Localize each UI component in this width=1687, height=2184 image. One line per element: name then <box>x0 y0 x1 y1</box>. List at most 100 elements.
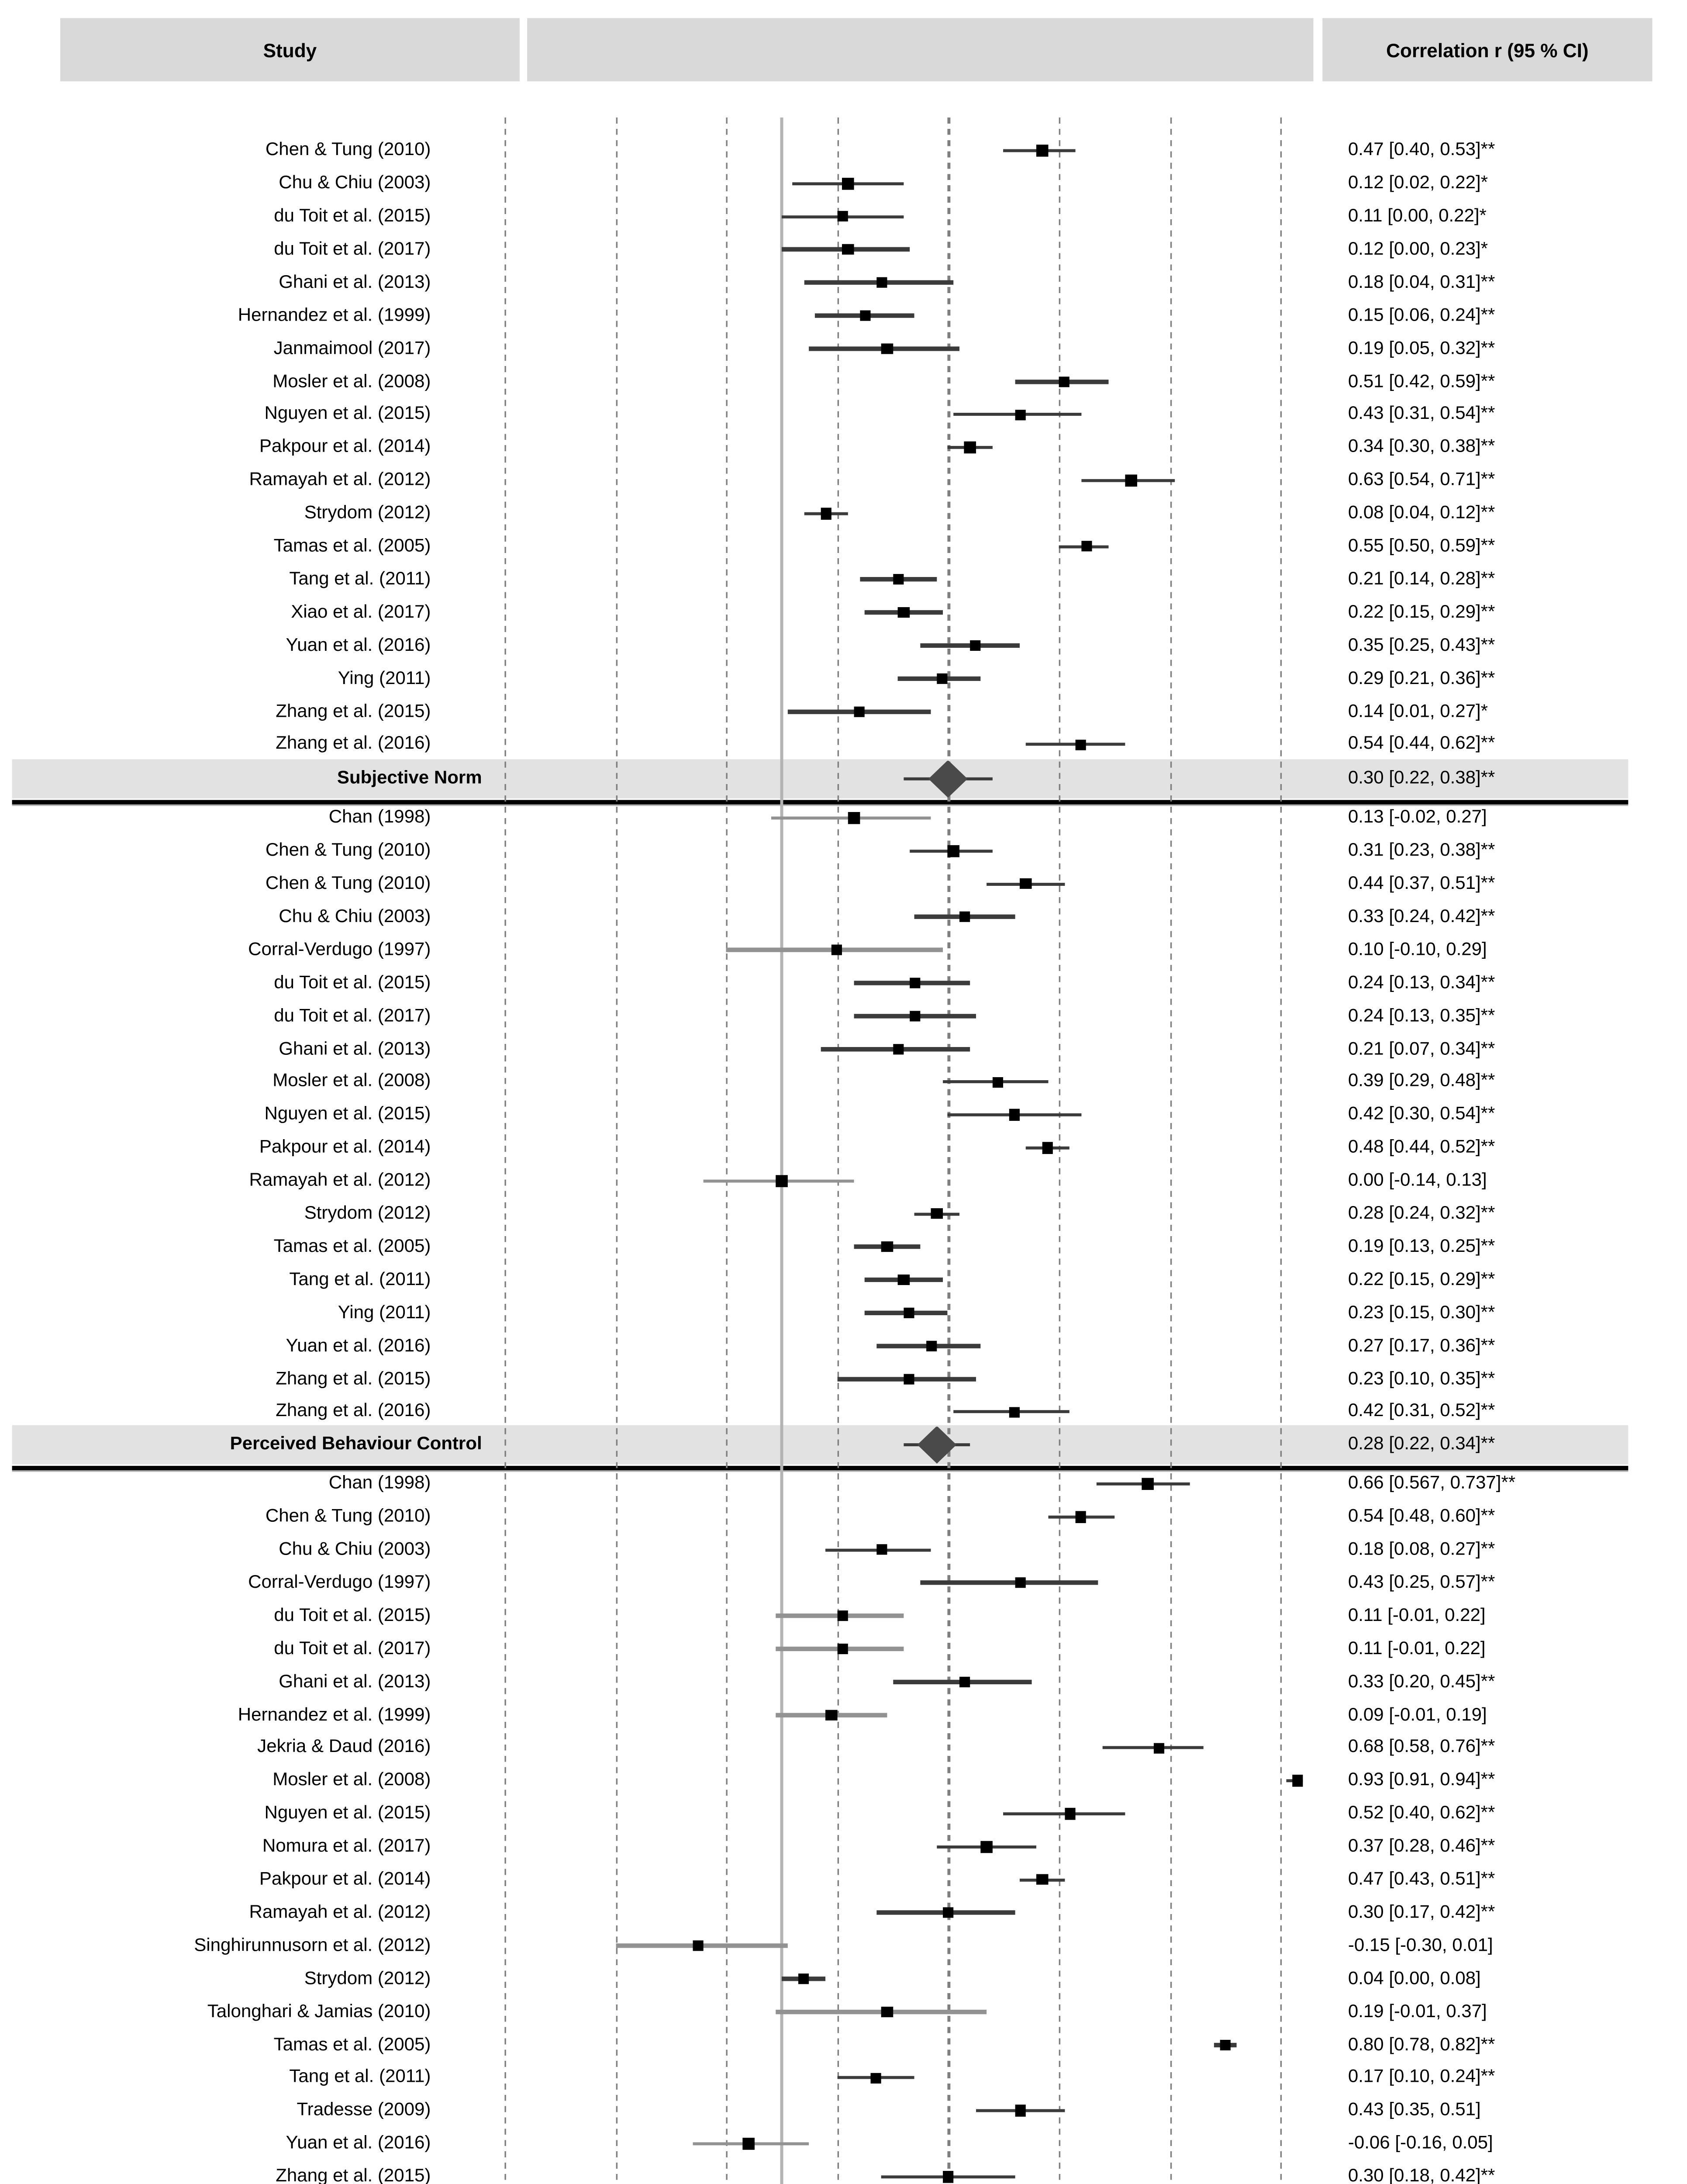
study-label: Zhang et al. (2015) <box>276 700 431 721</box>
study-label: du Toit et al. (2017) <box>274 1637 431 1659</box>
point-estimate-square <box>970 640 981 651</box>
section-divider <box>12 800 1628 805</box>
value-label: 0.43 [0.35, 0.51] <box>1348 2099 1481 2120</box>
point-estimate-square <box>881 343 893 354</box>
point-estimate-square <box>848 812 859 824</box>
value-label: 0.12 [0.00, 0.23]* <box>1348 238 1488 259</box>
point-estimate-square <box>904 1373 915 1385</box>
value-label: 0.17 [0.10, 0.24]** <box>1348 2066 1495 2087</box>
value-label: 0.52 [0.40, 0.62]** <box>1348 1802 1495 1823</box>
value-label: 0.47 [0.43, 0.51]** <box>1348 1868 1495 1890</box>
value-label: 0.28 [0.24, 0.32]** <box>1348 1202 1495 1223</box>
section-divider <box>12 1465 1628 1471</box>
point-estimate-square <box>909 977 921 989</box>
study-label: Ramayah et al. (2012) <box>249 1901 431 1922</box>
dashed-gridline <box>504 117 507 2184</box>
value-label: 0.54 [0.48, 0.60]** <box>1348 1505 1495 1527</box>
value-label: 0.11 [0.00, 0.22]* <box>1348 205 1487 226</box>
dashed-gridline <box>837 117 839 2184</box>
point-estimate-square <box>1219 2039 1231 2051</box>
point-estimate-square <box>743 2138 754 2149</box>
value-label: 0.35 [0.25, 0.43]** <box>1348 633 1495 655</box>
value-label: 0.23 [0.10, 0.35]** <box>1348 1367 1495 1389</box>
study-label: Hernandez et al. (1999) <box>238 1703 431 1724</box>
point-estimate-square <box>1036 145 1048 156</box>
dashed-gridline <box>726 117 728 2184</box>
value-label: 0.47 [0.40, 0.53]** <box>1348 138 1495 160</box>
point-estimate-square <box>1020 878 1032 890</box>
study-label: Mosler et al. (2008) <box>273 1070 431 1092</box>
study-label: Corral-Verdugo (1997) <box>248 938 431 960</box>
study-column-header-label: Study <box>263 38 317 61</box>
point-estimate-square <box>1059 376 1070 387</box>
value-label: 0.43 [0.31, 0.54]** <box>1348 403 1495 424</box>
point-estimate-square <box>837 1610 849 1622</box>
section-divider-shadow <box>12 1470 1628 1472</box>
study-label: Janmaimool (2017) <box>273 337 431 358</box>
point-estimate-square <box>898 1274 909 1286</box>
point-estimate-square <box>837 211 849 222</box>
study-label: Ghani et al. (2013) <box>279 1037 431 1058</box>
value-label: 0.43 [0.25, 0.57]** <box>1348 1571 1495 1593</box>
study-label: Chu & Chiu (2003) <box>279 172 431 193</box>
study-label: Hernandez et al. (1999) <box>238 304 431 325</box>
study-label: Nguyen et al. (2015) <box>264 403 431 424</box>
value-label: 0.27 [0.17, 0.36]** <box>1348 1334 1495 1355</box>
study-label: du Toit et al. (2015) <box>274 205 431 226</box>
value-label: 0.13 [-0.02, 0.27] <box>1348 806 1487 828</box>
value-label: 0.22 [0.15, 0.29]** <box>1348 601 1495 622</box>
study-column-header: Study <box>60 18 520 82</box>
value-label: 0.54 [0.44, 0.62]** <box>1348 733 1495 754</box>
study-label: Chan (1998) <box>328 806 431 828</box>
study-label: Corral-Verdugo (1997) <box>248 1571 431 1593</box>
dashed-gridline <box>1170 117 1172 2184</box>
point-estimate-square <box>1153 1742 1164 1754</box>
point-estimate-square <box>826 1709 837 1721</box>
ci-line <box>920 1581 1098 1585</box>
value-label: 0.34 [0.30, 0.38]** <box>1348 435 1495 457</box>
value-label: 0.14 [0.01, 0.27]* <box>1348 700 1488 721</box>
study-label: Ying (2011) <box>338 1301 431 1323</box>
summary-label: Subjective Norm <box>337 767 482 788</box>
point-estimate-square <box>964 442 976 453</box>
study-label: Mosler et al. (2008) <box>273 1769 431 1790</box>
value-label: 0.21 [0.07, 0.34]** <box>1348 1037 1495 1058</box>
study-label: Tamas et al. (2005) <box>273 2033 431 2054</box>
study-label: Ghani et al. (2013) <box>279 271 431 292</box>
point-estimate-square <box>892 1043 904 1055</box>
value-label: 0.19 [0.05, 0.32]** <box>1348 337 1495 358</box>
study-label: Nomura et al. (2017) <box>262 1835 431 1856</box>
value-label: 0.93 [0.91, 0.94]** <box>1348 1769 1495 1790</box>
point-estimate-square <box>1075 1511 1087 1523</box>
study-label: Zhang et al. (2015) <box>276 2165 431 2184</box>
value-label: 0.29 [0.21, 0.36]** <box>1348 667 1495 688</box>
section-band <box>12 759 1628 798</box>
point-estimate-square <box>981 1841 993 1852</box>
value-label: 0.19 [-0.01, 0.37] <box>1348 2000 1487 2022</box>
point-estimate-square <box>1009 1109 1020 1121</box>
point-estimate-square <box>798 1973 810 1984</box>
value-label: 0.08 [0.04, 0.12]** <box>1348 501 1495 523</box>
study-label: Chen & Tung (2010) <box>265 839 431 860</box>
point-estimate-square <box>876 1544 887 1556</box>
study-label: Chen & Tung (2010) <box>265 1505 431 1527</box>
study-label: du Toit et al. (2015) <box>274 1604 431 1625</box>
point-estimate-square <box>1014 1577 1026 1589</box>
value-label: 0.42 [0.31, 0.52]** <box>1348 1400 1495 1421</box>
study-label: Pakpour et al. (2014) <box>259 1136 431 1158</box>
point-estimate-square <box>776 1175 787 1187</box>
value-label: 0.23 [0.15, 0.30]** <box>1348 1301 1495 1323</box>
point-estimate-square <box>1081 541 1092 553</box>
dashed-gridline <box>948 117 950 2184</box>
correlation-column-header: Correlation r (95 % CI) <box>1322 18 1653 82</box>
value-label: 0.15 [0.06, 0.24]** <box>1348 304 1495 325</box>
point-estimate-square <box>820 508 832 519</box>
study-label: Chen & Tung (2010) <box>265 138 431 160</box>
point-estimate-square <box>992 1076 1004 1088</box>
point-estimate-square <box>1075 739 1087 750</box>
point-estimate-square <box>942 1907 954 1918</box>
study-label: Nguyen et al. (2015) <box>264 1103 431 1124</box>
study-label: Tang et al. (2011) <box>289 2066 431 2087</box>
point-estimate-square <box>937 673 948 684</box>
